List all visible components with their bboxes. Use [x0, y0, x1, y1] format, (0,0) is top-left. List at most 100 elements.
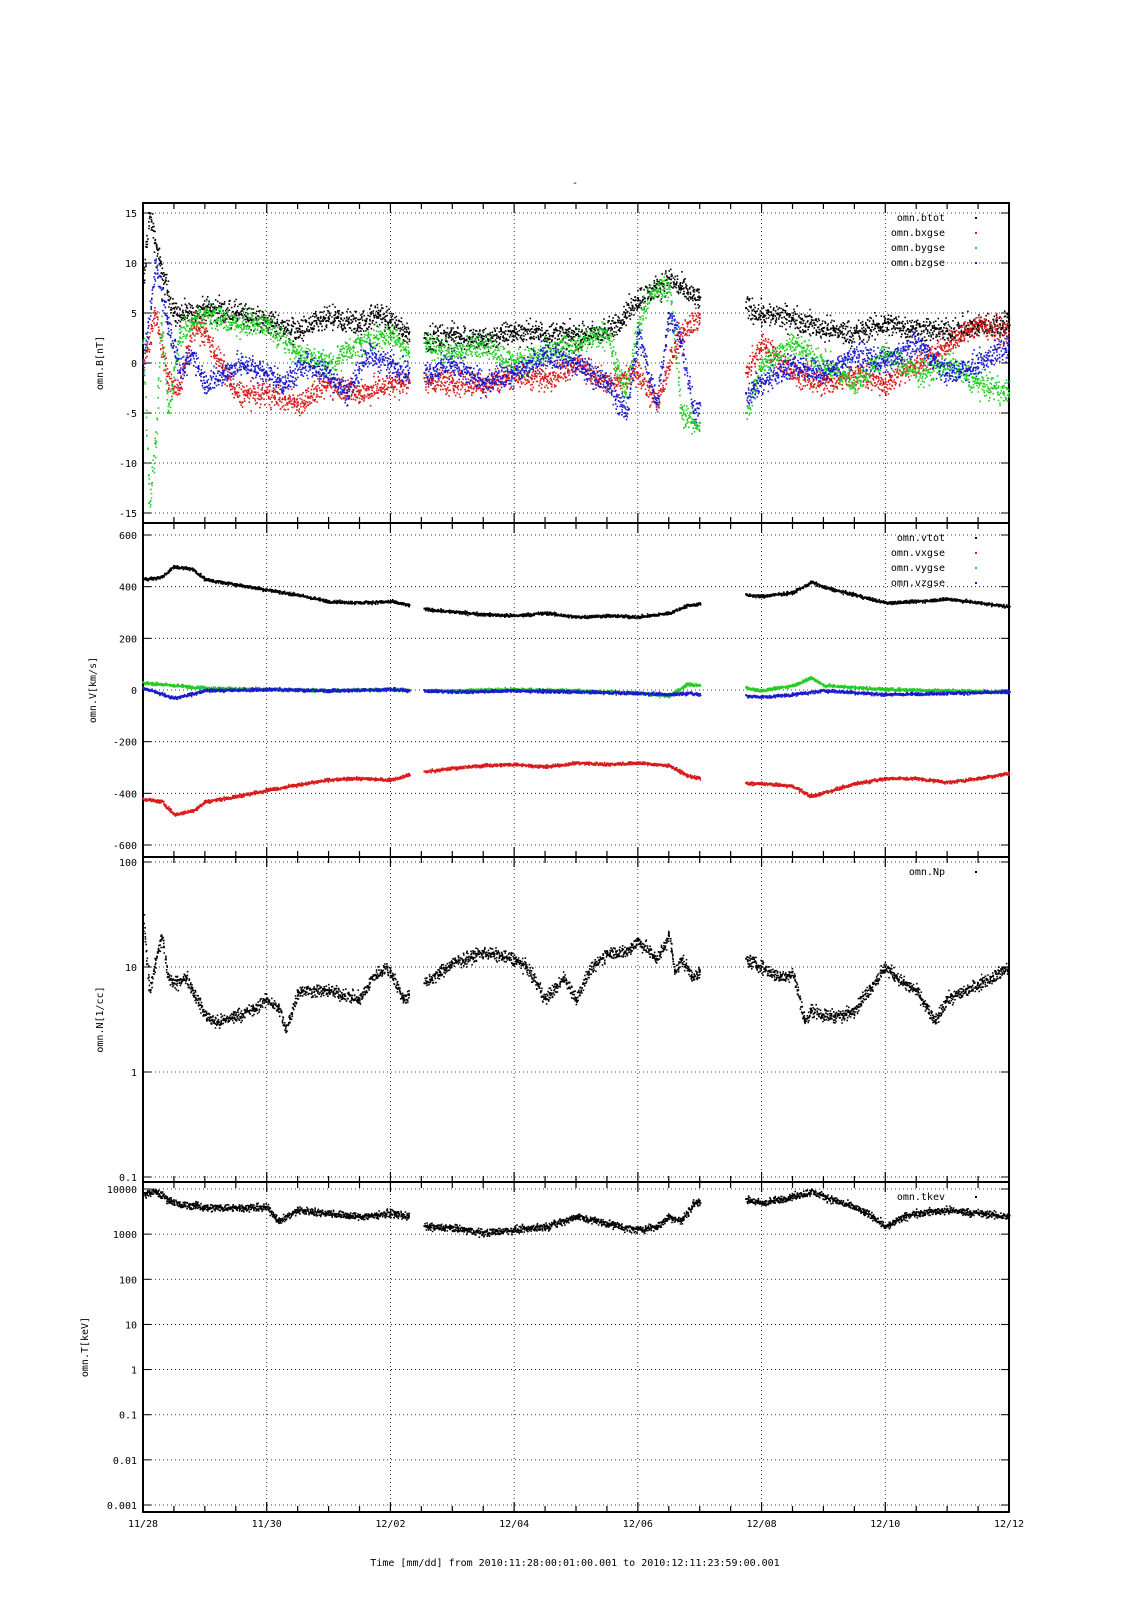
data-point	[946, 997, 949, 1000]
data-point	[745, 957, 748, 960]
data-point	[166, 382, 169, 384]
legend-label: omn.bxgse	[891, 228, 945, 239]
series-omn-vtot	[142, 565, 1011, 620]
y-tick-label: 200	[119, 634, 137, 645]
y-tick-label: -600	[113, 841, 137, 852]
legend: omn.tkev	[897, 1192, 977, 1203]
series-scatter	[142, 676, 1011, 699]
data-point	[148, 502, 151, 504]
series-omn-vzgse	[142, 686, 1011, 701]
y-tick-label: 0.1	[119, 1411, 137, 1422]
series-scatter	[143, 914, 1010, 1034]
data-point	[346, 392, 349, 394]
series-scatter	[142, 686, 1011, 701]
data-point	[327, 372, 330, 374]
y-tick-label: 600	[119, 531, 137, 542]
data-point	[160, 272, 163, 274]
data-point	[692, 422, 695, 424]
data-point	[148, 212, 151, 214]
data-point	[884, 966, 887, 968]
data-point	[423, 337, 426, 339]
y-tick-label: 5	[131, 309, 137, 320]
data-point	[358, 322, 361, 324]
panel-1: -15 -10 -5 0 5 10 15 omn.B[nT] omn.btot omn.bxgse…	[95, 202, 1011, 524]
data-point	[562, 976, 565, 979]
series-omn-vxgse	[142, 760, 1011, 817]
data-point	[423, 372, 426, 374]
data-point	[575, 342, 577, 344]
series-scatter	[143, 213, 1011, 354]
x-tick-label: 12/06	[623, 1519, 653, 1530]
data-point	[482, 342, 485, 344]
data-point	[884, 382, 887, 384]
data-point	[698, 1199, 701, 1202]
data-point	[222, 372, 225, 374]
data-point	[296, 402, 299, 404]
data-point	[779, 976, 782, 979]
y-tick-label: 400	[119, 583, 137, 594]
data-point	[686, 292, 689, 294]
data-point	[853, 1007, 856, 1010]
x-tick-label: 11/28	[128, 1519, 158, 1530]
data-point	[513, 330, 516, 332]
legend-marker	[975, 567, 977, 569]
data-point	[680, 957, 683, 960]
data-point	[513, 957, 516, 960]
data-point	[423, 342, 426, 344]
data-point	[142, 797, 144, 800]
data-point	[166, 322, 169, 324]
data-point	[513, 362, 516, 364]
data-point	[154, 1190, 157, 1193]
legend: omn.Np	[909, 867, 977, 878]
data-point	[284, 382, 287, 384]
y-tick-label: 10	[125, 963, 137, 974]
data-point	[667, 934, 670, 937]
y-tick-label: 100	[119, 858, 137, 869]
data-point	[179, 372, 182, 374]
data-point	[655, 402, 658, 404]
data-point	[822, 362, 825, 364]
legend-label: omn.vxgse	[891, 548, 945, 559]
series-omn-bygse	[142, 273, 1011, 508]
data-point	[884, 352, 887, 354]
y-tick-label: 15	[125, 209, 137, 220]
data-point	[636, 322, 639, 324]
data-point	[265, 322, 268, 324]
y-axis-label: omn.T[keV]	[80, 1317, 91, 1377]
y-tick-label: -15	[119, 509, 137, 520]
panel-3: 0.1 1 10 100 omn.N[1/cc] omn.Np	[95, 856, 1010, 1184]
data-point	[605, 382, 608, 384]
legend: omn.vtot omn.vxgse omn.vygse omn.vzgse	[891, 533, 977, 589]
data-point	[154, 262, 157, 264]
y-axis-label: omn.N[1/cc]	[95, 986, 106, 1052]
y-tick-label: 100	[119, 1275, 137, 1286]
data-point	[148, 989, 151, 992]
data-point	[605, 1221, 608, 1224]
x-tick-label: 12/04	[499, 1519, 529, 1530]
data-point	[698, 317, 701, 319]
data-point	[655, 1225, 658, 1228]
data-point	[160, 934, 163, 937]
data-point	[760, 362, 763, 364]
data-point	[745, 412, 748, 414]
legend-marker	[975, 262, 977, 264]
y-tick-label: 1	[131, 1068, 137, 1079]
legend-label: omn.bygse	[891, 243, 945, 254]
data-point	[142, 686, 144, 689]
data-point	[234, 583, 237, 586]
panels: -15-10-5051015omn.B[nT]omn.btotomn.bxgse…	[80, 202, 1011, 1513]
series-omn-bzgse	[142, 258, 1011, 424]
x-tick-label: 11/30	[252, 1519, 282, 1530]
top-mark: -	[572, 178, 578, 189]
data-point	[791, 342, 794, 344]
x-tick-label: 12/02	[375, 1519, 405, 1530]
legend-label: omn.vygse	[891, 563, 945, 574]
data-point	[407, 332, 410, 334]
y-tick-label: 10000	[107, 1185, 137, 1196]
data-point	[179, 332, 182, 334]
data-point	[166, 412, 169, 414]
legend-label: omn.tkev	[897, 1192, 945, 1203]
data-point	[810, 1190, 813, 1193]
panel-frame	[142, 1181, 1010, 1513]
